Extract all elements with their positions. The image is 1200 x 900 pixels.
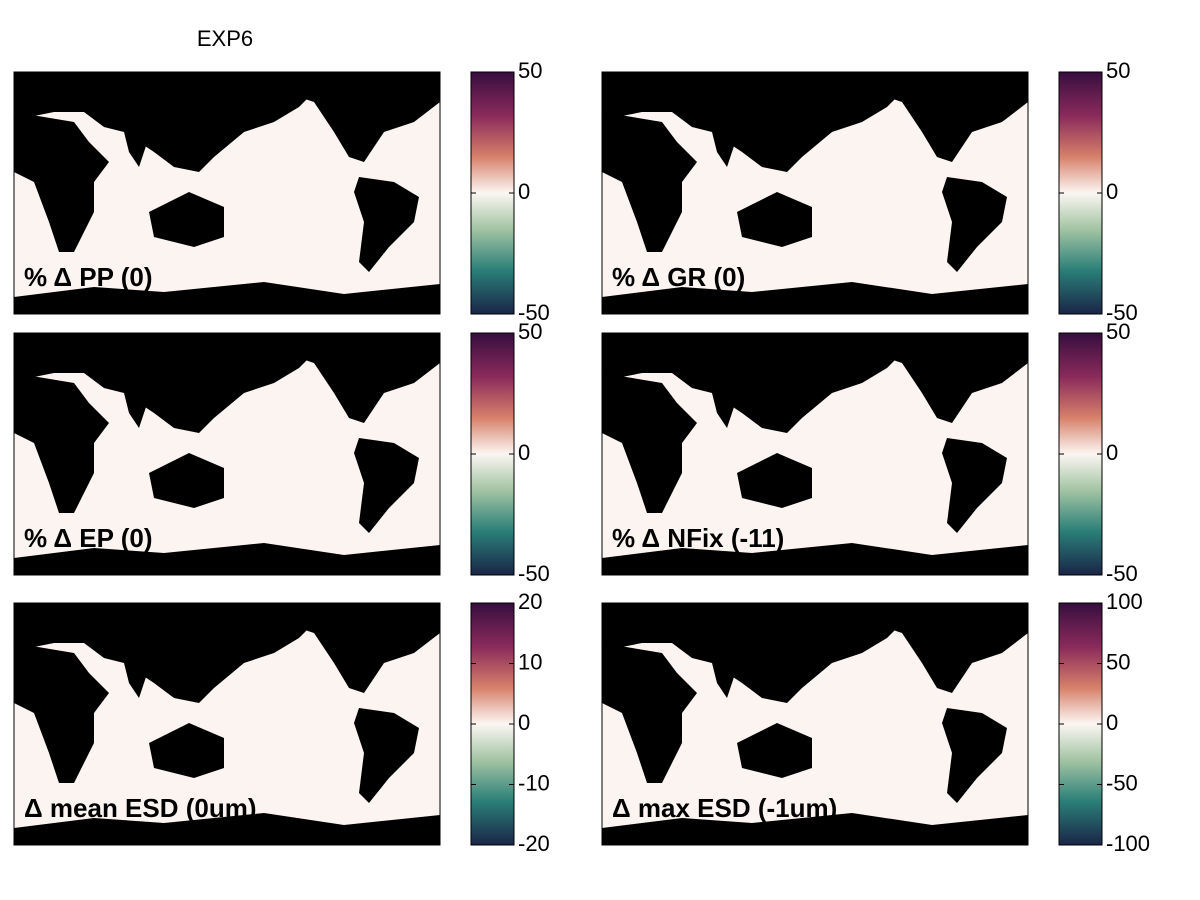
panel-label: % Δ PP (0) (24, 262, 153, 292)
colorbar (470, 602, 515, 846)
colorbar (470, 332, 515, 576)
colorbar (1058, 332, 1103, 576)
colorbar-tick-label: -50 (518, 561, 550, 586)
colorbar-tick-label: 50 (518, 58, 542, 83)
colorbar-tick-label: 50 (1106, 58, 1130, 83)
map-frame (601, 71, 1029, 315)
colorbar-tick-label: 50 (518, 319, 542, 344)
colorbar-tick-label: 50 (1106, 319, 1130, 344)
figure-title: EXP6 (197, 26, 253, 51)
panel-label: % Δ EP (0) (24, 523, 153, 553)
colorbar-tick-label: 0 (518, 440, 530, 465)
map-panel: Δ mean ESD (0um) (13, 602, 441, 846)
map-frame (601, 602, 1029, 846)
map-panel: % Δ NFix (-11) (601, 332, 1029, 576)
map-panel: % Δ PP (0) (13, 71, 441, 315)
colorbar-tick-label: -50 (1106, 770, 1138, 795)
colorbar-tick-label: 0 (1106, 440, 1118, 465)
panel-label: % Δ NFix (-11) (612, 523, 784, 553)
colorbar-tick-label: 0 (1106, 179, 1118, 204)
map-panel: Δ max ESD (-1um) (601, 602, 1029, 846)
colorbar (1058, 602, 1103, 846)
colorbar-tick-label: -50 (518, 300, 550, 325)
colorbar-tick-label: 10 (518, 649, 542, 674)
map-frame (13, 602, 441, 846)
map-frame (601, 332, 1029, 576)
colorbar-tick-label: -10 (518, 770, 550, 795)
panel-label: % Δ GR (0) (612, 262, 745, 292)
map-panel: % Δ EP (0) (13, 332, 441, 576)
colorbar-tick-label: 50 (1106, 649, 1130, 674)
map-frame (13, 71, 441, 315)
colorbar-tick-label: -50 (1106, 300, 1138, 325)
colorbar-tick-label: -50 (1106, 561, 1138, 586)
panel-label: Δ max ESD (-1um) (612, 793, 837, 823)
colorbar-tick-label: -20 (518, 831, 550, 856)
colorbar (470, 71, 515, 315)
colorbar-tick-label: 0 (518, 179, 530, 204)
colorbar-tick-label: -100 (1106, 831, 1150, 856)
colorbar-tick-label: 100 (1106, 589, 1143, 614)
map-panel: % Δ GR (0) (601, 71, 1029, 315)
colorbar-tick-label: 0 (1106, 710, 1118, 735)
colorbar-tick-label: 20 (518, 589, 542, 614)
map-frame (13, 332, 441, 576)
colorbar-tick-label: 0 (518, 710, 530, 735)
colorbar (1058, 71, 1103, 315)
panel-label: Δ mean ESD (0um) (24, 793, 257, 823)
